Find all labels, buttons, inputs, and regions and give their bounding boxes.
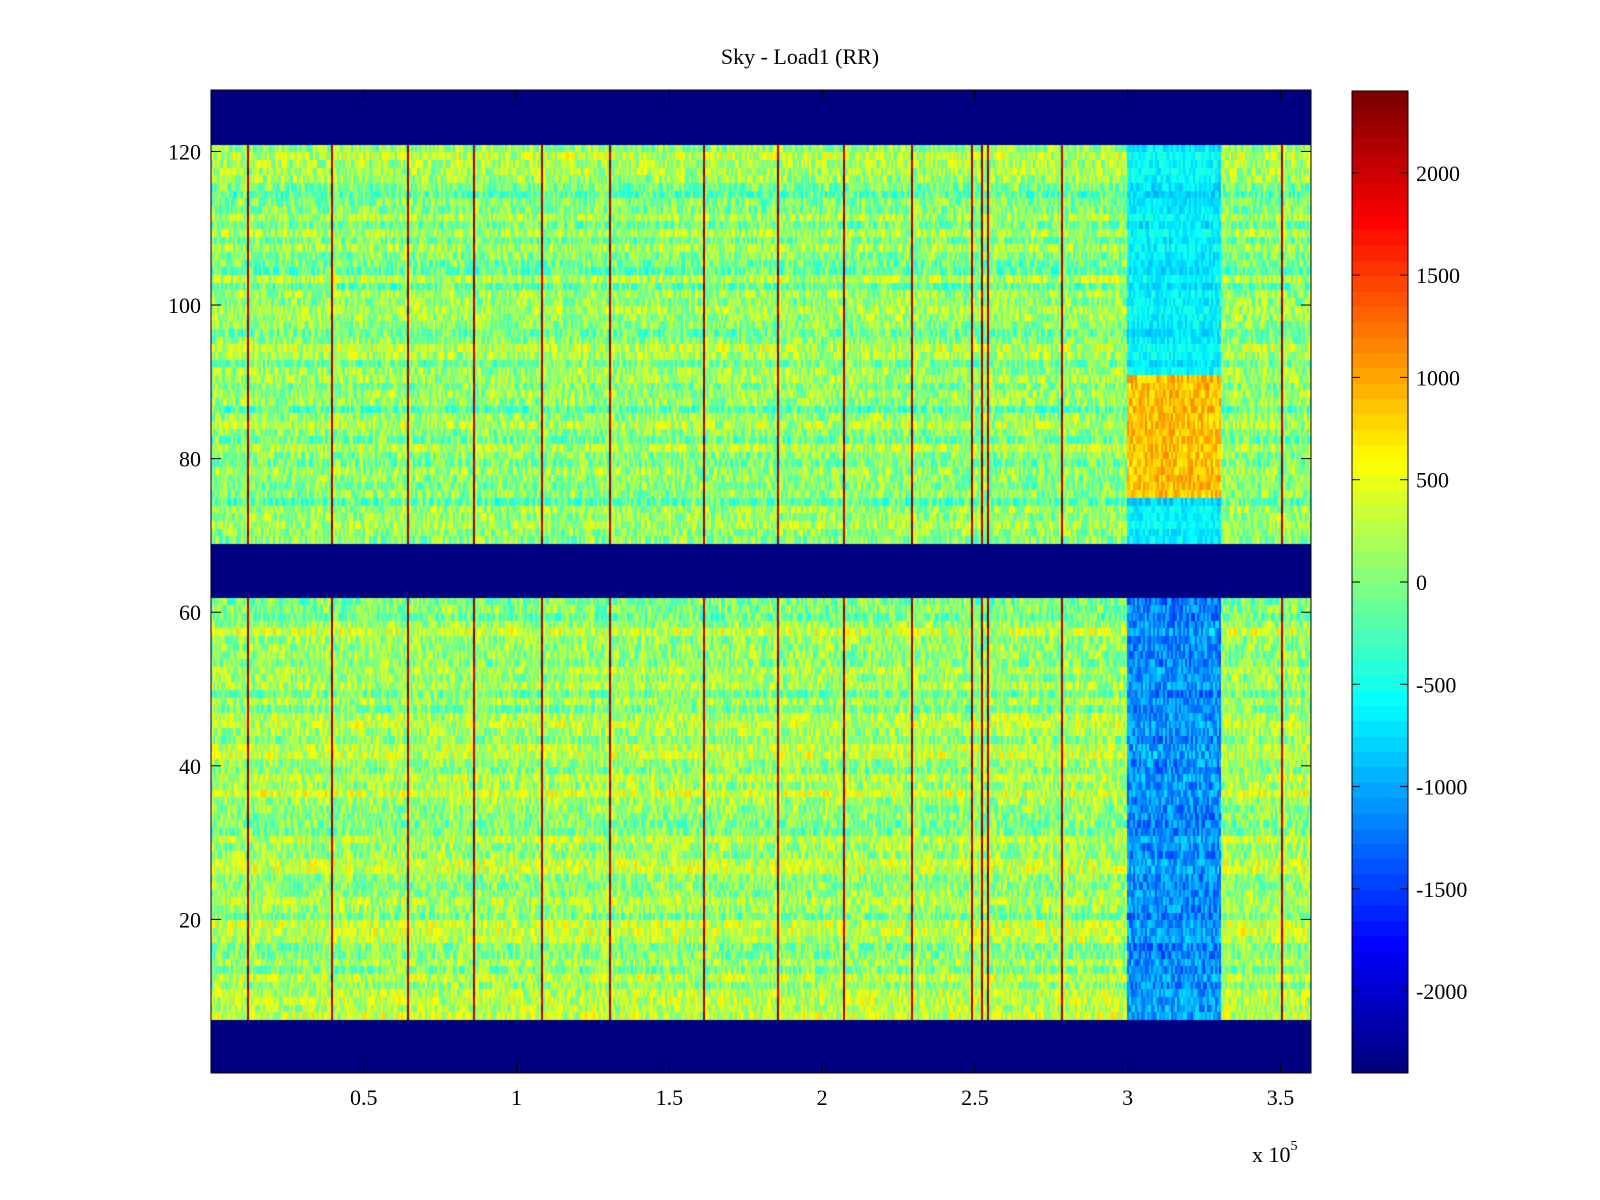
colorbar-tick-label: -1500 bbox=[1416, 877, 1467, 902]
x-tick-label: 2.5 bbox=[961, 1085, 989, 1110]
y-tick-label: 80 bbox=[179, 447, 201, 472]
x-tick-label: 3.5 bbox=[1267, 1085, 1295, 1110]
colorbar-tick-label: 2000 bbox=[1416, 161, 1460, 186]
plot-frame bbox=[210, 89, 1312, 1074]
colorbar-tick-label: 500 bbox=[1416, 468, 1449, 493]
colorbar-tick-label: -2000 bbox=[1416, 979, 1467, 1004]
colorbar-gradient bbox=[1352, 91, 1408, 1073]
heatmap-image bbox=[211, 90, 1311, 1073]
x-tick-label: 0.5 bbox=[350, 1085, 378, 1110]
y-tick-label: 40 bbox=[179, 754, 201, 779]
x-tick-label: 1 bbox=[511, 1085, 522, 1110]
y-tick-label: 20 bbox=[179, 907, 201, 932]
x-multiplier-exponent: 5 bbox=[1290, 1138, 1298, 1154]
colorbar-tick-label: 1500 bbox=[1416, 263, 1460, 288]
colorbar-tick-label: 1000 bbox=[1416, 365, 1460, 390]
x-tick-label: 1.5 bbox=[656, 1085, 684, 1110]
x-axis-multiplier: x 105 bbox=[1252, 1138, 1298, 1168]
chart-title: Sky - Load1 (RR) bbox=[720, 44, 880, 69]
y-tick-label: 100 bbox=[168, 293, 201, 318]
y-tick-label: 120 bbox=[168, 139, 201, 164]
x-tick-label: 2 bbox=[817, 1085, 828, 1110]
colorbar-tick-label: -1000 bbox=[1416, 775, 1467, 800]
colorbar-tick-label: -500 bbox=[1416, 672, 1456, 697]
y-tick-label: 60 bbox=[179, 600, 201, 625]
x-multiplier-base: x 10 bbox=[1252, 1142, 1291, 1167]
colorbar-frame bbox=[1351, 90, 1409, 1074]
colorbar-tick-label: 0 bbox=[1416, 570, 1427, 595]
x-tick-label: 3 bbox=[1122, 1085, 1133, 1110]
